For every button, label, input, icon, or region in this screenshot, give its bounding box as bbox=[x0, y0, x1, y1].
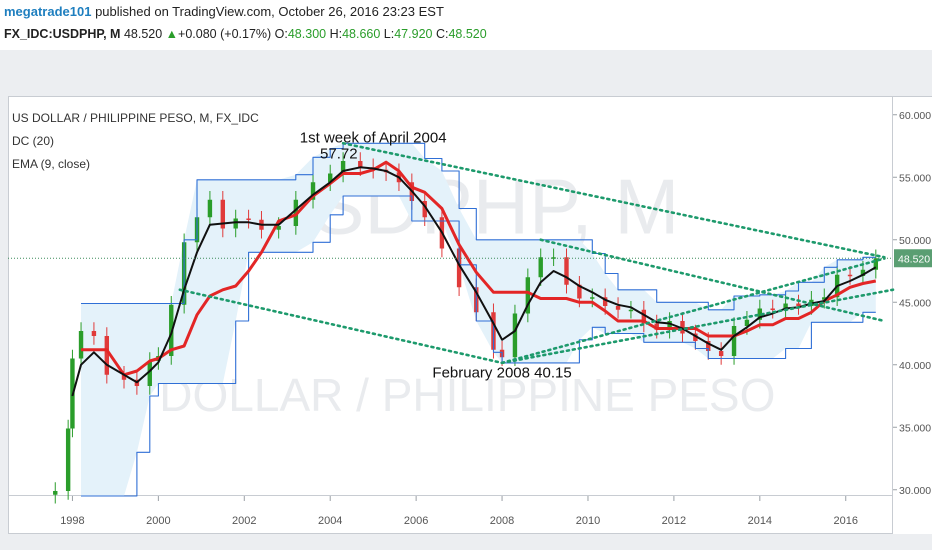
candle-body bbox=[310, 182, 316, 200]
legend-ema[interactable]: EMA (9, close) bbox=[12, 157, 91, 171]
candle-body bbox=[422, 201, 427, 218]
price-tag bbox=[894, 249, 932, 268]
dc-channel-fill bbox=[81, 143, 876, 497]
x-tick-label: 2000 bbox=[146, 515, 170, 527]
candle-body bbox=[358, 161, 363, 168]
legend-title: US DOLLAR / PHILIPPINE PESO, M, FX_IDC bbox=[12, 111, 259, 125]
open-label: O: bbox=[274, 27, 288, 41]
candle-body bbox=[718, 351, 724, 356]
legend-dc[interactable]: DC (20) bbox=[12, 134, 55, 148]
candle-body bbox=[538, 257, 543, 278]
y-tick-label: 55.000 bbox=[899, 172, 931, 184]
candle-body bbox=[847, 274, 853, 277]
candle-body bbox=[246, 218, 251, 220]
candle-body bbox=[615, 306, 621, 310]
ema-line bbox=[71, 166, 877, 397]
candle-body bbox=[340, 161, 346, 174]
candle-body bbox=[822, 297, 827, 300]
y-tick-label: 60.000 bbox=[899, 110, 931, 122]
candle-body bbox=[220, 199, 226, 229]
candle-body bbox=[770, 308, 775, 310]
candle-body bbox=[53, 491, 58, 495]
candle-body bbox=[78, 331, 84, 359]
x-tick-label: 2012 bbox=[662, 515, 686, 527]
x-tick-label: 2014 bbox=[748, 515, 772, 527]
trendline bbox=[500, 288, 895, 365]
price-tag-label: 48.520 bbox=[898, 253, 930, 265]
high-label: H: bbox=[329, 27, 343, 41]
author-link[interactable]: megatrade101 bbox=[4, 4, 92, 19]
open-value: 48.300 bbox=[287, 27, 327, 41]
time-axis[interactable] bbox=[8, 496, 893, 534]
candle-body bbox=[551, 257, 556, 259]
candle-body bbox=[564, 257, 569, 285]
chart-annotation: February 2008 40.15 bbox=[432, 364, 571, 381]
candle-body bbox=[693, 333, 698, 341]
candle-body bbox=[207, 199, 213, 218]
y-tick-label: 50.000 bbox=[899, 235, 931, 247]
y-tick-label: 35.000 bbox=[899, 422, 931, 434]
candle-body bbox=[91, 331, 97, 336]
candle-body bbox=[525, 277, 531, 314]
candle-body bbox=[654, 323, 659, 330]
x-tick-label: 2016 bbox=[834, 515, 858, 527]
low-value: 47.920 bbox=[394, 27, 433, 41]
indicator-legend: US DOLLAR / PHILIPPINE PESO, M, FX_IDC D… bbox=[12, 107, 259, 176]
candle-body bbox=[104, 336, 110, 375]
dc-upper-line bbox=[81, 142, 876, 311]
candle-body bbox=[121, 374, 127, 380]
candle-body bbox=[641, 309, 647, 324]
chart-annotation: 1st week of April 2004 bbox=[300, 129, 447, 146]
price-axis[interactable] bbox=[893, 96, 932, 534]
candle-body bbox=[731, 326, 737, 356]
trendline bbox=[500, 257, 886, 365]
trendline bbox=[178, 288, 504, 365]
y-tick-label: 30.000 bbox=[899, 485, 931, 497]
candle-body bbox=[783, 303, 788, 310]
y-tick-label: 40.000 bbox=[899, 360, 931, 372]
candle-body bbox=[233, 218, 238, 229]
candle-body bbox=[757, 308, 763, 320]
x-tick-label: 2010 bbox=[576, 515, 600, 527]
candle-body bbox=[873, 258, 879, 270]
published-text: published on TradingView.com, October 26… bbox=[95, 4, 444, 19]
candle-body bbox=[512, 313, 518, 358]
candle-body bbox=[628, 309, 634, 312]
candle-body bbox=[577, 284, 582, 299]
candle-body bbox=[796, 303, 801, 306]
trendline bbox=[341, 141, 886, 259]
dc-basis-line bbox=[81, 160, 877, 377]
close-value: 48.520 bbox=[448, 27, 487, 41]
candle-body bbox=[147, 361, 152, 386]
x-tick-label: 2006 bbox=[404, 515, 428, 527]
y-tick-label: 45.000 bbox=[899, 297, 931, 309]
symbol-label: FX_IDC:USDPHP, M bbox=[4, 27, 121, 41]
candle-body bbox=[65, 428, 71, 491]
x-tick-label: 1998 bbox=[60, 515, 84, 527]
candle-body bbox=[590, 297, 595, 299]
x-tick-label: 2008 bbox=[490, 515, 514, 527]
candle-body bbox=[602, 297, 608, 306]
candle-body bbox=[706, 341, 711, 351]
price-change: +0.080 (+0.17%) bbox=[178, 27, 272, 41]
candle-body bbox=[276, 226, 281, 230]
low-label: L: bbox=[383, 27, 395, 41]
dc-lower-line bbox=[81, 195, 876, 497]
publish-header: megatrade101 published on TradingView.co… bbox=[4, 4, 444, 19]
last-price: 48.520 bbox=[123, 27, 163, 41]
chart-annotation: 57.72 bbox=[320, 146, 358, 163]
candle-body bbox=[667, 321, 672, 330]
high-value: 48.660 bbox=[342, 27, 381, 41]
close-label: C: bbox=[435, 27, 449, 41]
candle-body bbox=[456, 248, 462, 288]
up-arrow-icon: ▲ bbox=[165, 27, 179, 41]
x-tick-label: 2004 bbox=[318, 515, 342, 527]
candle-body bbox=[860, 269, 866, 276]
x-tick-label: 2002 bbox=[232, 515, 256, 527]
quote-bar: FX_IDC:USDPHP, M 48.520 ▲+0.080 (+0.17%)… bbox=[4, 27, 487, 41]
candle-body bbox=[328, 173, 333, 183]
candle-body bbox=[744, 319, 750, 326]
trendline bbox=[539, 238, 886, 323]
